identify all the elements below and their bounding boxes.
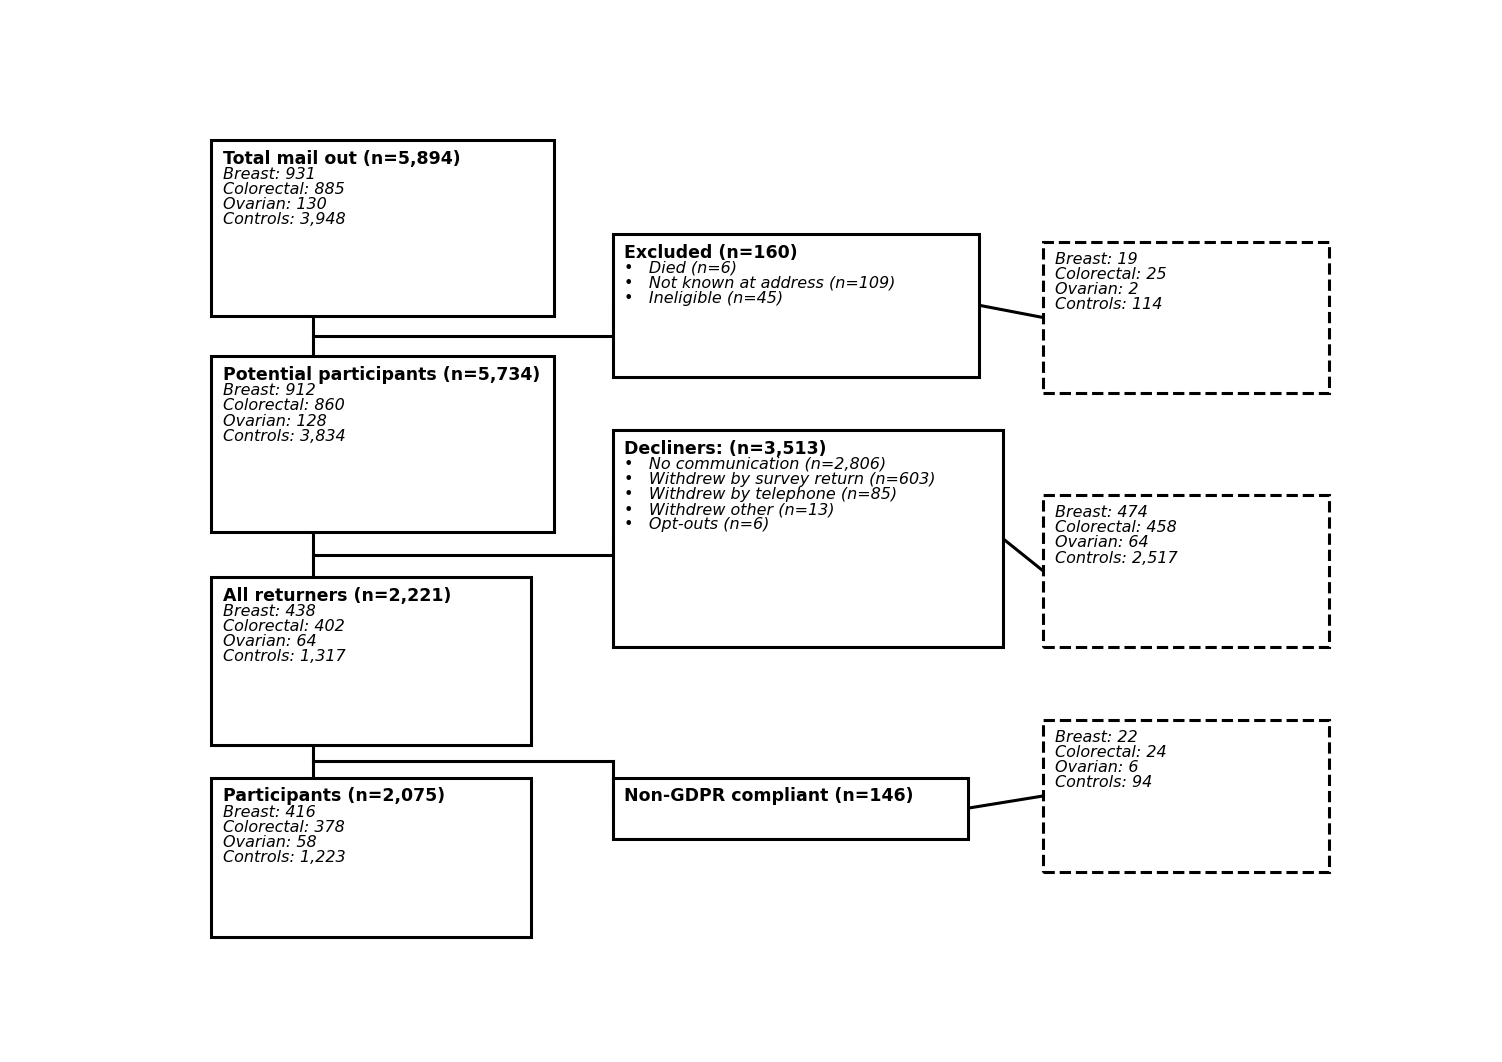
- Text: Non-GDPR compliant (n=146): Non-GDPR compliant (n=146): [625, 787, 913, 805]
- Text: Total mail out (n=5,894): Total mail out (n=5,894): [222, 150, 460, 168]
- Text: •   No communication (n=2,806): • No communication (n=2,806): [625, 457, 886, 472]
- Text: •   Withdrew other (n=13): • Withdrew other (n=13): [625, 502, 835, 517]
- Bar: [210, 357, 554, 532]
- Text: Breast: 912: Breast: 912: [222, 383, 315, 398]
- Text: Breast: 474: Breast: 474: [1054, 506, 1148, 520]
- Bar: [613, 430, 1003, 647]
- Text: Breast: 416: Breast: 416: [222, 805, 315, 820]
- Bar: [1044, 242, 1329, 393]
- Text: Controls: 2,517: Controls: 2,517: [1054, 550, 1178, 566]
- Text: Colorectal: 860: Colorectal: 860: [222, 398, 344, 413]
- Bar: [613, 234, 979, 377]
- Text: Controls: 94: Controls: 94: [1054, 775, 1152, 790]
- Text: Colorectal: 458: Colorectal: 458: [1054, 520, 1176, 535]
- Text: •   Withdrew by survey return (n=603): • Withdrew by survey return (n=603): [625, 473, 936, 487]
- Bar: [1044, 720, 1329, 872]
- Text: Breast: 19: Breast: 19: [1054, 252, 1137, 267]
- Text: Participants (n=2,075): Participants (n=2,075): [222, 787, 445, 805]
- Bar: [210, 140, 554, 315]
- Text: Decliners: (n=3,513): Decliners: (n=3,513): [625, 440, 826, 458]
- Bar: [1044, 495, 1329, 647]
- Text: Colorectal: 402: Colorectal: 402: [222, 619, 344, 634]
- Text: •   Died (n=6): • Died (n=6): [625, 260, 737, 276]
- Text: Colorectal: 24: Colorectal: 24: [1054, 746, 1167, 760]
- Bar: [210, 578, 532, 744]
- Text: Controls: 114: Controls: 114: [1054, 297, 1163, 312]
- Text: •   Not known at address (n=109): • Not known at address (n=109): [625, 276, 895, 291]
- Bar: [210, 777, 532, 937]
- Text: Ovarian: 58: Ovarian: 58: [222, 835, 317, 850]
- Text: Excluded (n=160): Excluded (n=160): [625, 243, 798, 261]
- Text: All returners (n=2,221): All returners (n=2,221): [222, 587, 451, 605]
- Text: Breast: 22: Breast: 22: [1054, 730, 1137, 746]
- Text: Breast: 931: Breast: 931: [222, 167, 315, 182]
- Text: Colorectal: 378: Colorectal: 378: [222, 820, 344, 835]
- Text: Breast: 438: Breast: 438: [222, 604, 315, 619]
- Text: Colorectal: 25: Colorectal: 25: [1054, 267, 1167, 281]
- Text: •   Withdrew by telephone (n=85): • Withdrew by telephone (n=85): [625, 487, 897, 502]
- Bar: [613, 777, 967, 839]
- Text: •   Opt-outs (n=6): • Opt-outs (n=6): [625, 517, 769, 532]
- Text: Ovarian: 2: Ovarian: 2: [1054, 281, 1139, 297]
- Text: Ovarian: 64: Ovarian: 64: [222, 634, 317, 649]
- Text: Ovarian: 6: Ovarian: 6: [1054, 760, 1139, 775]
- Text: Potential participants (n=5,734): Potential participants (n=5,734): [222, 366, 539, 384]
- Text: Controls: 3,948: Controls: 3,948: [222, 212, 345, 227]
- Text: Controls: 3,834: Controls: 3,834: [222, 429, 345, 444]
- Text: Colorectal: 885: Colorectal: 885: [222, 182, 344, 196]
- Text: Controls: 1,317: Controls: 1,317: [222, 650, 345, 665]
- Text: Ovarian: 130: Ovarian: 130: [222, 196, 326, 212]
- Text: •   Ineligible (n=45): • Ineligible (n=45): [625, 291, 784, 306]
- Text: Controls: 1,223: Controls: 1,223: [222, 850, 345, 864]
- Text: Ovarian: 128: Ovarian: 128: [222, 413, 326, 429]
- Text: Ovarian: 64: Ovarian: 64: [1054, 535, 1149, 550]
